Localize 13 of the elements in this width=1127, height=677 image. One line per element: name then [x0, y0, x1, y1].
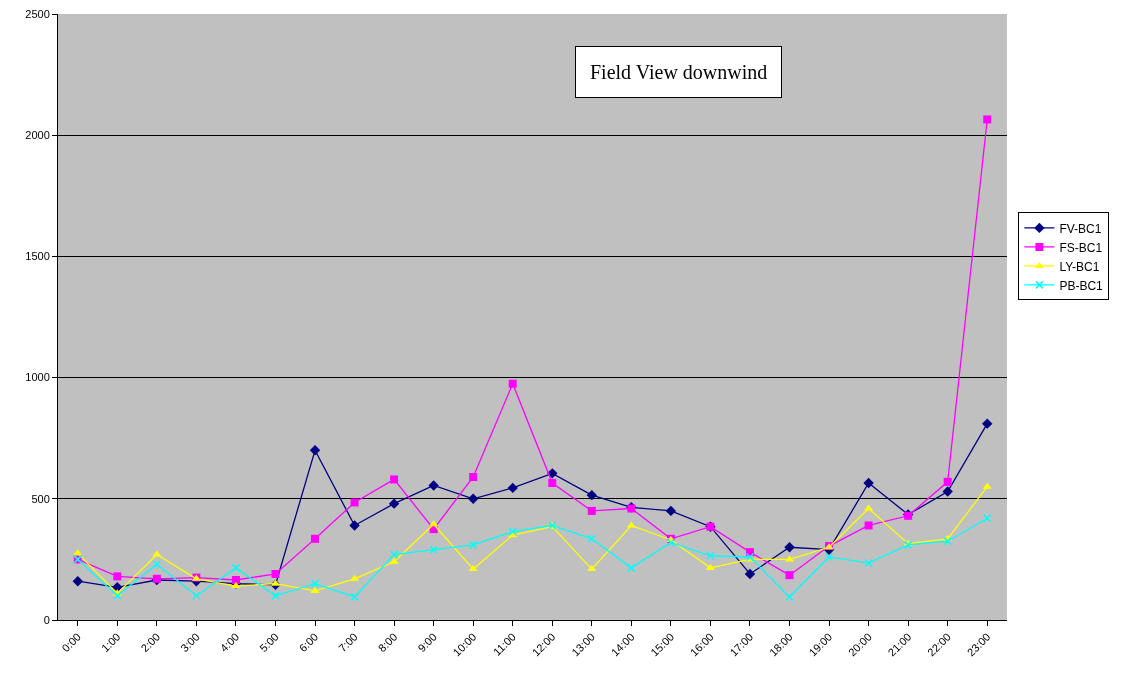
y-tick-label: 1000 [25, 371, 50, 384]
annotation: Field View downwind [590, 61, 768, 83]
y-tick-label: 2500 [25, 7, 50, 20]
legend-label: FS-BC1 [1059, 240, 1103, 255]
legend-label: LY-BC1 [1059, 259, 1100, 274]
y-tick-label: 2000 [25, 129, 50, 142]
y-tick-label: 500 [31, 492, 50, 505]
x-tick-label: 4:00 [217, 630, 242, 655]
x-tick-label: 7:00 [336, 630, 360, 655]
y-tick-label: 1500 [25, 250, 50, 263]
legend-label: FV-BC1 [1059, 221, 1102, 236]
y-tick-label: 0 [43, 613, 50, 626]
legend-label: PB-BC1 [1059, 278, 1104, 293]
